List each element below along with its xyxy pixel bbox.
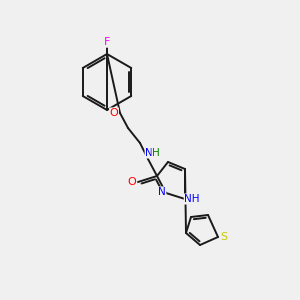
Text: N: N <box>145 148 153 158</box>
Text: NH: NH <box>184 194 200 204</box>
Text: O: O <box>128 177 136 187</box>
Text: H: H <box>152 148 160 158</box>
Text: O: O <box>110 108 118 118</box>
Text: S: S <box>220 232 228 242</box>
Text: N: N <box>158 187 166 197</box>
Text: F: F <box>104 37 110 47</box>
